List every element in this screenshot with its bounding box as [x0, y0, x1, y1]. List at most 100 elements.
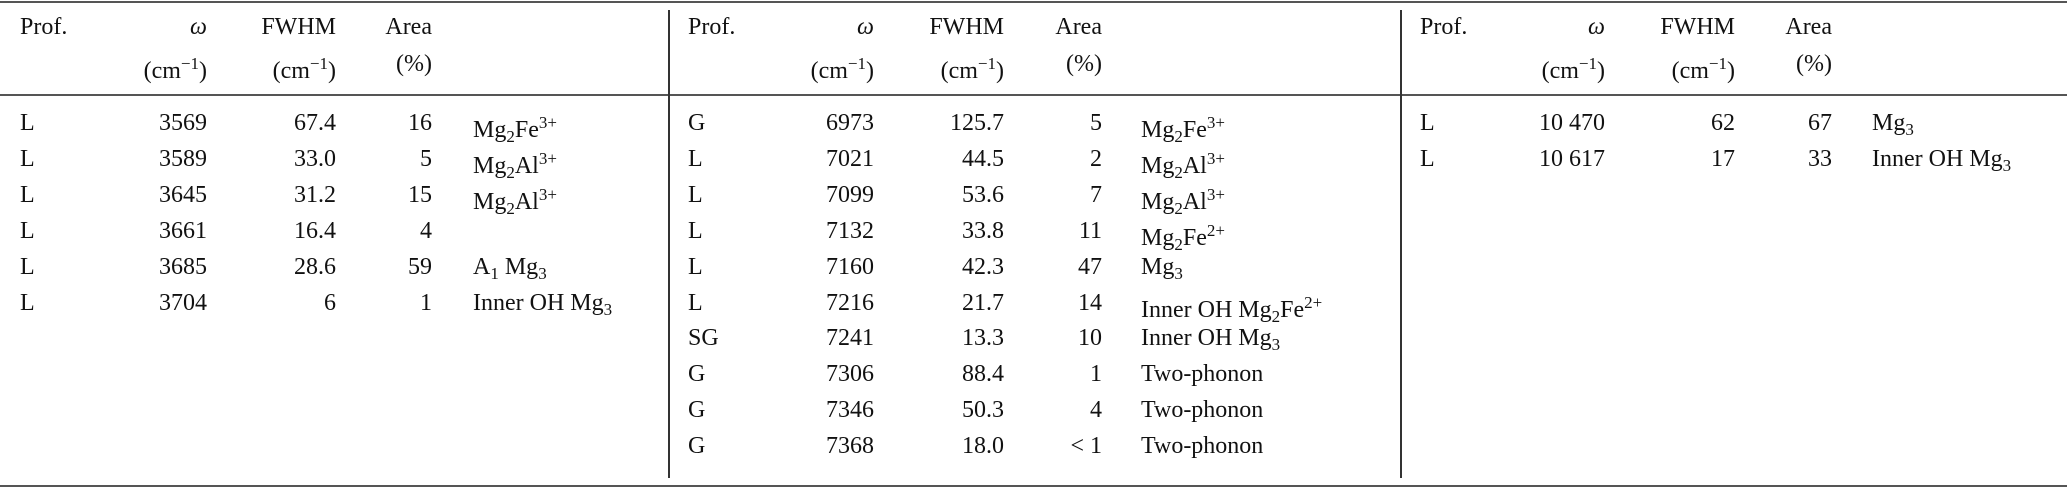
text-run: 2: [1174, 234, 1183, 254]
table-cell: 5: [1090, 110, 1102, 136]
table-cell: 28.6: [294, 253, 336, 280]
table-cell: 125.7: [950, 110, 1004, 136]
table-cell: 47: [1078, 253, 1102, 280]
text-run: Fe: [514, 117, 539, 143]
top-rule: [0, 1, 2067, 3]
table-cell: Inner OH Mg3: [473, 288, 612, 325]
text-run: (cm: [940, 58, 978, 84]
header-cell: (cm−1): [1672, 49, 1735, 86]
text-run: ω: [190, 14, 207, 40]
text-run: Inner OH Mg: [1141, 296, 1272, 323]
text-run: Inner OH Mg: [473, 289, 604, 316]
header-cell: (cm−1): [1542, 49, 1605, 86]
column-separator: [668, 10, 670, 478]
table-cell: L: [20, 217, 35, 244]
text-run: Mg: [1141, 253, 1175, 280]
text-run: A: [473, 253, 491, 280]
text-run: Area: [1055, 14, 1102, 40]
text-run: 3+: [1206, 184, 1225, 204]
table-cell: < 1: [1070, 433, 1102, 460]
table-cell: 6973: [826, 110, 874, 136]
table-cell: L: [688, 145, 703, 172]
table-cell: 3661: [159, 217, 207, 244]
table-cell: L: [1420, 110, 1435, 136]
text-run: Mg: [1141, 224, 1175, 251]
table-cell: 3569: [159, 110, 207, 136]
header-cell: ω: [190, 12, 207, 42]
text-run: 3: [1271, 335, 1281, 355]
table-cell: 10: [1078, 325, 1102, 352]
text-run: Two-phonon: [1141, 433, 1264, 460]
text-run: 3+: [538, 184, 557, 204]
header-cell: Prof.: [1420, 12, 1467, 42]
text-run: 2: [1174, 127, 1183, 146]
text-run: (%): [1066, 51, 1102, 77]
table-cell: Inner OH Mg3: [1872, 144, 2011, 181]
header-cell: FWHM: [261, 12, 336, 42]
text-run: −1: [847, 54, 866, 73]
table-cell: Mg2Fe3+: [1141, 108, 1225, 152]
bottom-rule: [0, 485, 2067, 487]
table-cell: 62: [1711, 110, 1735, 136]
text-run: Prof.: [1420, 14, 1468, 40]
text-run: 2+: [1206, 220, 1225, 240]
header-cell: Prof.: [688, 12, 735, 42]
table-cell: 7216: [826, 289, 874, 316]
table-cell: 88.4: [962, 361, 1004, 388]
table-cell: L: [688, 181, 703, 208]
header-cell: (%): [1066, 49, 1102, 79]
text-run: Prof.: [688, 14, 736, 40]
table-cell: L: [20, 289, 35, 316]
table-cell: 7: [1090, 181, 1102, 208]
table-cell: L: [1420, 145, 1435, 172]
table-cell: Two-phonon: [1141, 431, 1263, 461]
text-run: ω: [857, 14, 874, 40]
table-cell: Mg2Al3+: [473, 180, 557, 224]
text-run: Area: [1785, 14, 1832, 40]
text-run: ω: [1588, 14, 1605, 40]
table-cell: 18.0: [962, 433, 1004, 460]
table-cell: Mg2Al3+: [1141, 180, 1225, 224]
header-rule: [0, 94, 2067, 96]
table-cell: G: [688, 110, 706, 136]
text-run: Inner OH Mg: [1872, 145, 2003, 172]
table-cell: 4: [1090, 397, 1102, 424]
table-cell: 13.3: [962, 325, 1004, 352]
table-cell: Inner OH Mg3: [1141, 323, 1280, 360]
table-cell: 17: [1711, 145, 1735, 172]
table-cell: 3645: [159, 181, 207, 208]
text-run: 2: [506, 127, 515, 146]
text-run: −1: [180, 54, 199, 73]
text-run: ): [866, 58, 874, 84]
text-run: 2: [1271, 306, 1281, 326]
text-run: 3+: [1206, 113, 1225, 132]
text-run: FWHM: [929, 14, 1004, 40]
text-run: Mg: [1141, 188, 1175, 215]
text-run: Prof.: [20, 14, 68, 40]
table-cell: Mg2Fe3+: [473, 108, 557, 152]
table-cell: SG: [688, 325, 719, 352]
table-cell: 50.3: [962, 397, 1004, 424]
text-run: ): [996, 58, 1004, 84]
text-run: 2: [506, 162, 515, 182]
table-cell: 16: [408, 110, 432, 136]
text-run: 3: [1174, 263, 1183, 283]
table-cell: Mg2Al3+: [1141, 144, 1225, 188]
table-cell: A1 Mg3: [473, 252, 547, 289]
table-cell: 33: [1808, 145, 1832, 172]
table-cell: 44.5: [962, 145, 1004, 172]
table-cell: 7346: [826, 397, 874, 424]
table-cell: 42.3: [962, 253, 1004, 280]
text-run: Fe: [1182, 117, 1207, 143]
table-cell: 53.6: [962, 181, 1004, 208]
text-run: 2: [1174, 198, 1183, 218]
text-run: Two-phonon: [1141, 397, 1264, 424]
text-run: −1: [309, 54, 328, 73]
table-cell: Two-phonon: [1141, 395, 1263, 425]
table-cell: 11: [1078, 217, 1102, 244]
header-cell: (cm−1): [273, 49, 336, 86]
table-cell: 67.4: [294, 110, 336, 136]
table-cell: 4: [420, 217, 432, 244]
table-cell: 7160: [826, 253, 874, 280]
